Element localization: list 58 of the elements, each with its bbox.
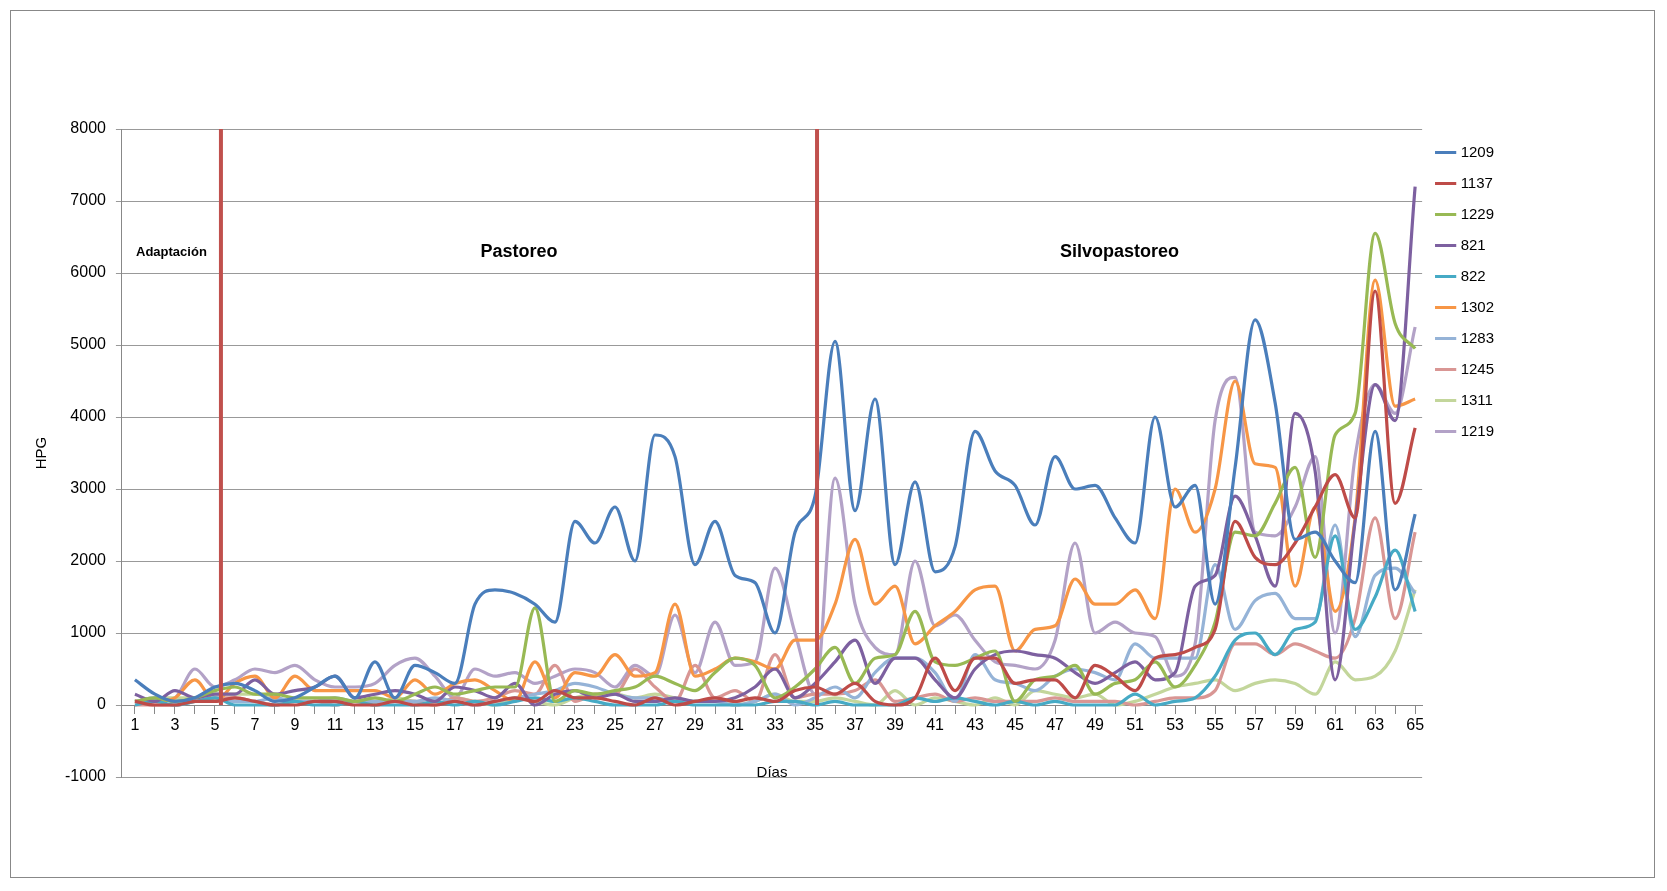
x-tick-label: 15 <box>406 716 424 734</box>
legend-label: 1302 <box>1460 297 1495 315</box>
x-tick-label: 19 <box>486 716 504 734</box>
x-tick-label: 35 <box>806 716 825 734</box>
x-tick-label: 55 <box>1206 716 1225 734</box>
x-tick-label: 27 <box>646 716 665 734</box>
x-tick-label: 37 <box>846 716 865 734</box>
x-tick-label: 51 <box>1126 716 1145 734</box>
legend-label: 1137 <box>1460 173 1493 191</box>
x-tick-label: 7 <box>250 716 260 734</box>
legend-label: 1209 <box>1460 142 1495 160</box>
x-tick-label: 3 <box>170 716 180 734</box>
x-tick-label: 25 <box>606 716 624 734</box>
y-tick-label: 0 <box>97 695 107 713</box>
legend-label: 1229 <box>1460 204 1495 222</box>
y-tick-label: 5000 <box>70 335 107 353</box>
y-tick-label: 7000 <box>70 191 107 209</box>
annotation: Silvopastoreo <box>1060 241 1180 262</box>
x-tick-label: 59 <box>1286 716 1305 734</box>
x-tick-label: 47 <box>1046 716 1065 734</box>
x-tick-label: 45 <box>1006 716 1025 734</box>
x-tick-label: 33 <box>766 716 785 734</box>
legend-label: 1283 <box>1460 328 1495 346</box>
x-tick-label: 13 <box>366 716 384 734</box>
x-tick-label: 49 <box>1086 716 1105 734</box>
y-tick-label: -1000 <box>65 767 107 785</box>
y-tick-label: 6000 <box>70 263 107 281</box>
x-tick-label: 65 <box>1406 716 1425 734</box>
x-tick-label: 29 <box>686 716 705 734</box>
annotation: Pastoreo <box>480 241 558 262</box>
x-tick-label: 53 <box>1166 716 1185 734</box>
x-tick-label: 43 <box>966 716 985 734</box>
y-tick-label: 1000 <box>70 623 107 641</box>
legend-label: 1311 <box>1460 390 1493 408</box>
y-tick-label: 3000 <box>70 479 107 497</box>
x-tick-label: 61 <box>1326 716 1345 734</box>
x-tick-label: 63 <box>1366 716 1385 734</box>
x-tick-label: 23 <box>566 716 584 734</box>
y-tick-label: 4000 <box>70 407 107 425</box>
x-tick-label: 57 <box>1246 716 1265 734</box>
x-tick-label: 21 <box>526 716 544 734</box>
x-tick-label: 1 <box>130 716 140 734</box>
y-axis-title: HPG <box>32 436 50 470</box>
y-tick-label: 2000 <box>70 551 107 569</box>
legend-label: 822 <box>1460 266 1486 284</box>
x-tick-label: 39 <box>886 716 905 734</box>
annotation: Adaptación <box>136 243 207 259</box>
x-tick-label: 11 <box>326 716 344 734</box>
x-axis-title: Días <box>756 763 788 781</box>
legend-label: 821 <box>1460 235 1486 253</box>
x-tick-label: 31 <box>726 716 745 734</box>
legend-label: 1219 <box>1460 421 1495 439</box>
x-tick-label: 9 <box>290 716 300 734</box>
legend-label: 1245 <box>1460 359 1495 377</box>
y-tick-label: 8000 <box>70 119 107 137</box>
x-tick-label: 41 <box>926 716 945 734</box>
x-tick-label: 17 <box>446 716 464 734</box>
x-tick-label: 5 <box>210 716 220 734</box>
